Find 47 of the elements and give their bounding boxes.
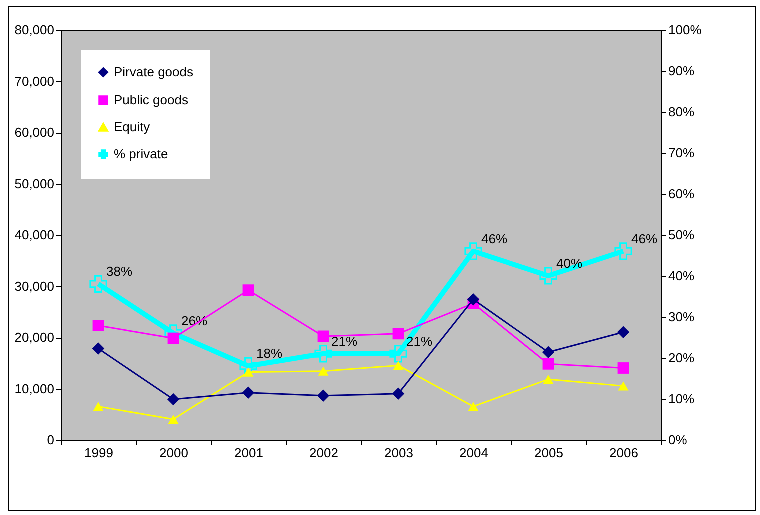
point xyxy=(464,242,482,260)
y-tick-label: 10,000 xyxy=(14,381,54,396)
point xyxy=(540,267,558,285)
y-tick-label: 60,000 xyxy=(14,125,54,140)
y2-tick-label: 40% xyxy=(668,268,695,284)
x-tick-label: 2004 xyxy=(460,446,488,460)
y-tick-label: 50,000 xyxy=(14,176,54,192)
legend-label: Public goods xyxy=(114,92,189,108)
x-tick-label: 2000 xyxy=(160,446,188,460)
point xyxy=(240,357,258,376)
point xyxy=(614,242,632,260)
y2-tick-label: 60% xyxy=(668,186,695,202)
x-tick-label: 2003 xyxy=(384,446,414,460)
y2-tick-label: 30% xyxy=(668,310,695,324)
y2-tick-label: 80% xyxy=(668,104,695,120)
y-tick-label: 80,000 xyxy=(14,22,54,38)
x-tick-label: 1999 xyxy=(84,446,114,460)
point xyxy=(618,362,630,374)
y-tick-label: 0 xyxy=(47,432,54,448)
legend-label: % private xyxy=(114,146,168,162)
y-tick-label: 40,000 xyxy=(14,228,54,242)
y-tick-label: 20,000 xyxy=(14,330,54,345)
data-label: 38% xyxy=(106,264,133,280)
point xyxy=(92,320,104,332)
y-tick-label: 30,000 xyxy=(14,278,54,294)
y2-tick-label: 0% xyxy=(668,432,688,448)
data-label: 18% xyxy=(256,346,283,362)
data-label: 46% xyxy=(632,231,658,246)
legend-label: Equity xyxy=(114,120,151,134)
point xyxy=(390,345,408,363)
data-label: 21% xyxy=(332,334,358,349)
y2-tick-label: 10% xyxy=(668,392,695,406)
y-tick-label: 70,000 xyxy=(14,74,54,89)
x-tick-label: 2002 xyxy=(310,446,338,460)
y2-tick-label: 50% xyxy=(668,228,695,242)
y2-tick-label: 70% xyxy=(668,146,695,160)
legend-label: Pirvate goods xyxy=(114,64,194,80)
point xyxy=(90,275,108,294)
y2-tick-label: 90% xyxy=(668,64,695,78)
y2-tick-label: 100% xyxy=(668,22,702,38)
data-label: 46% xyxy=(482,231,508,246)
x-tick-label: 2005 xyxy=(534,446,564,460)
point xyxy=(314,345,332,363)
x-tick-label: 2001 xyxy=(234,446,264,460)
y2-tick-label: 20% xyxy=(668,350,695,366)
x-tick-label: 2006 xyxy=(610,446,638,460)
data-label: 40% xyxy=(556,256,583,271)
